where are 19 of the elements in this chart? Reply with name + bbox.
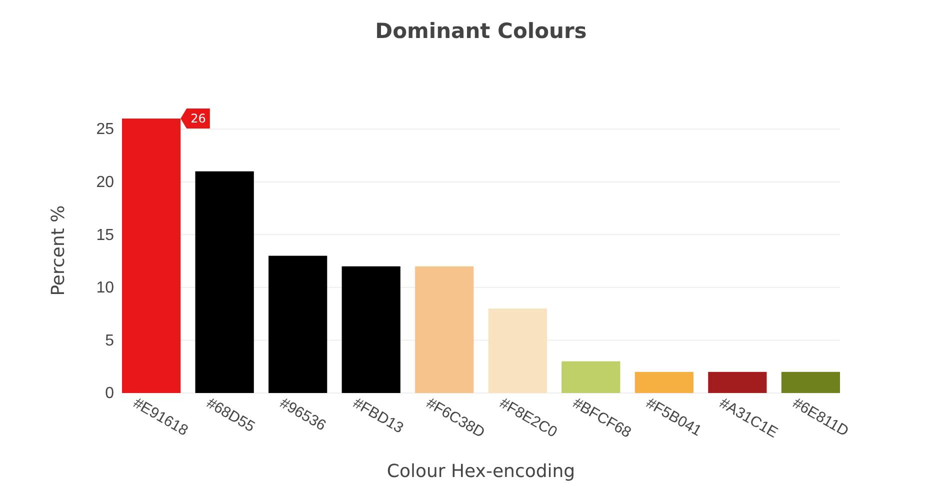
y-tick-label: 5 bbox=[105, 332, 114, 350]
bar bbox=[781, 372, 840, 393]
bar bbox=[708, 372, 767, 393]
bar bbox=[342, 266, 400, 393]
bar bbox=[488, 308, 547, 393]
y-tick-label: 25 bbox=[96, 121, 114, 138]
y-tick-label: 10 bbox=[96, 280, 114, 297]
y-tick-label: 0 bbox=[105, 385, 114, 402]
y-tick-label: 20 bbox=[96, 174, 114, 192]
bar bbox=[268, 256, 328, 393]
annotation: 26 bbox=[190, 112, 206, 126]
bar bbox=[415, 266, 474, 393]
x-axis-title: Colour Hex-encoding bbox=[386, 461, 576, 482]
y-axis-title: Percent % bbox=[48, 205, 69, 296]
bar bbox=[195, 171, 254, 393]
bar bbox=[634, 372, 694, 393]
bar bbox=[562, 361, 620, 393]
chart-title: Dominant Colours bbox=[375, 19, 587, 43]
y-tick-label: 15 bbox=[96, 226, 114, 244]
